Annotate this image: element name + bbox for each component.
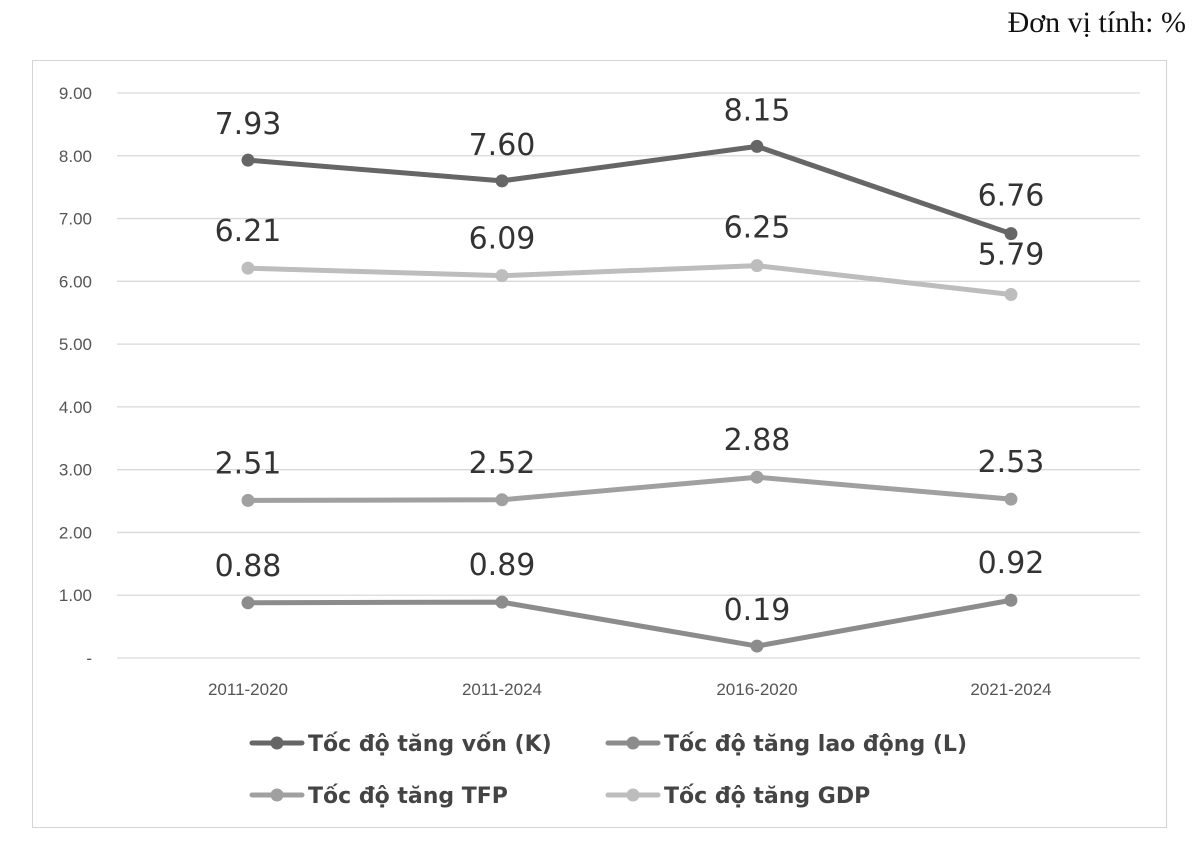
legend-label-l: Tốc độ tăng lao động (L): [664, 732, 967, 757]
legend-marker-tfp: [270, 788, 284, 802]
data-label-gdp: 6.25: [724, 211, 791, 246]
data-point-k: [750, 139, 764, 153]
y-tick-label: 1.00: [59, 586, 92, 605]
unit-label: Đơn vị tính: %: [1007, 6, 1186, 39]
x-tick-label: 2011-2020: [208, 680, 288, 699]
data-label-k: 8.15: [724, 93, 791, 128]
data-label-gdp: 6.21: [215, 214, 282, 249]
data-point-k: [1004, 227, 1018, 241]
y-tick-label: 2.00: [59, 523, 92, 542]
data-label-tfp: 2.88: [724, 423, 791, 458]
data-point-l: [495, 595, 509, 609]
x-tick-label: 2021-2024: [970, 680, 1051, 699]
data-label-gdp: 6.09: [469, 222, 536, 257]
data-point-l: [241, 596, 255, 610]
data-label-l: 0.89: [469, 548, 536, 583]
data-label-k: 7.60: [469, 128, 536, 163]
data-label-tfp: 2.53: [978, 445, 1045, 480]
data-label-l: 0.19: [724, 593, 791, 628]
data-label-tfp: 2.52: [469, 446, 536, 481]
data-point-tfp: [750, 470, 764, 484]
data-label-k: 7.93: [215, 107, 282, 142]
y-tick-label: 6.00: [59, 272, 92, 291]
y-tick-label: 8.00: [59, 147, 92, 166]
data-point-l: [750, 639, 764, 653]
data-label-l: 0.92: [978, 546, 1045, 581]
data-point-gdp: [241, 261, 255, 275]
data-point-k: [241, 153, 255, 167]
data-point-gdp: [750, 259, 764, 273]
series-line-gdp: [245, 263, 1014, 298]
y-tick-label: 7.00: [59, 210, 92, 229]
series-line-k: [245, 143, 1014, 237]
y-tick-label: 5.00: [59, 335, 92, 354]
y-tick-label: 3.00: [59, 461, 92, 480]
y-tick-label: -: [86, 649, 92, 668]
data-point-tfp: [495, 493, 509, 507]
data-point-k: [495, 174, 509, 188]
y-tick-label: 4.00: [59, 398, 92, 417]
legend-label-tfp: Tốc độ tăng TFP: [308, 784, 508, 809]
legend-label-k: Tốc độ tăng vốn (K): [308, 732, 552, 757]
y-tick-label: 9.00: [59, 84, 92, 103]
series-line-l: [245, 597, 1014, 649]
x-tick-label: 2011-2024: [462, 680, 542, 699]
data-point-tfp: [241, 493, 255, 507]
data-point-gdp: [1004, 288, 1018, 302]
data-label-gdp: 5.79: [978, 238, 1045, 273]
data-point-tfp: [1004, 492, 1018, 506]
legend-marker-l: [626, 736, 640, 750]
data-label-tfp: 2.51: [215, 446, 282, 481]
data-point-l: [1004, 593, 1018, 607]
legend-marker-k: [270, 736, 284, 750]
data-point-gdp: [495, 269, 509, 283]
legend-label-gdp: Tốc độ tăng GDP: [664, 784, 870, 809]
x-tick-label: 2016-2020: [716, 680, 797, 699]
data-label-l: 0.88: [215, 549, 282, 584]
series-line-tfp: [245, 474, 1014, 503]
legend-marker-gdp: [626, 788, 640, 802]
data-label-k: 6.76: [978, 179, 1045, 214]
chart-frame: [32, 60, 1167, 828]
